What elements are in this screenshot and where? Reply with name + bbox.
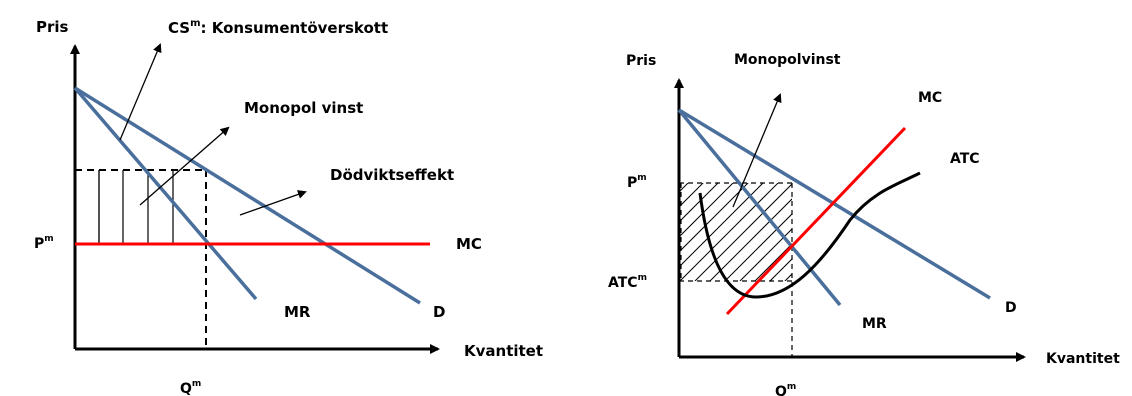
right-hatch-line [754, 183, 792, 281]
right-hatch-line [724, 183, 792, 281]
left-x-axis-label: Kvantitet [464, 342, 543, 360]
right-atc-label: ATC [950, 151, 980, 167]
right-mc-label: MC [918, 90, 942, 106]
right-hatch-line [709, 183, 792, 281]
right-atc-curve [698, 171, 921, 299]
left-deadweight-arrow [239, 190, 307, 216]
right-d-label: D [1005, 300, 1017, 316]
right-mr-curve [677, 108, 842, 307]
left-deadweight-label: Dödviktseffekt [330, 166, 454, 184]
right-atc-level-label: ATCm [608, 273, 647, 291]
right-price-label: Pm [627, 173, 647, 191]
right-hatch-line [560, 171, 670, 281]
left-profit-label: Monopol vinst [244, 99, 363, 117]
left-y-axis-label: Pris [36, 18, 69, 36]
left-mr-curve [73, 86, 258, 301]
left-cs-label: CSm: Konsumentöverskott [168, 18, 388, 37]
right-profit-label: Monopolvinst [734, 52, 841, 68]
right-hatch-line [680, 183, 701, 281]
right-hatch-line [694, 183, 792, 281]
right-hatch-line [769, 183, 792, 281]
right-x-axis-label: Kvantitet [1046, 351, 1120, 367]
right-mr-label: MR [862, 316, 887, 332]
left-cs-arrow [119, 43, 162, 141]
right-diagram: Pris Monopolvinst MC ATC Pm ATCm D MR Kv… [560, 52, 1120, 396]
right-mc-curve [725, 126, 907, 316]
left-price-label: Pm [34, 234, 54, 252]
left-mc-label: MC [456, 235, 482, 253]
left-diagram: Pris CSm: Konsumentöverskott Monopol vin… [34, 18, 543, 396]
left-d-label: D [433, 303, 445, 321]
right-profit-arrow [732, 93, 782, 208]
right-quantity-label: Qm [775, 382, 796, 396]
right-hatch-line [680, 183, 791, 281]
left-mr-label: MR [284, 303, 311, 321]
right-hatch-line [680, 183, 776, 281]
right-hatch-line [784, 183, 792, 281]
right-hatch-line [680, 183, 731, 281]
left-demand-curve [74, 86, 421, 305]
right-hatch-line [739, 183, 792, 281]
right-demand-curve [678, 108, 991, 300]
left-profit-arrow [139, 126, 230, 206]
right-profit-area [560, 171, 792, 281]
left-quantity-label: Qm [180, 379, 201, 396]
right-y-axis-label: Pris [626, 53, 656, 69]
right-hatch-line [680, 183, 716, 281]
right-hatch-line [680, 183, 746, 281]
